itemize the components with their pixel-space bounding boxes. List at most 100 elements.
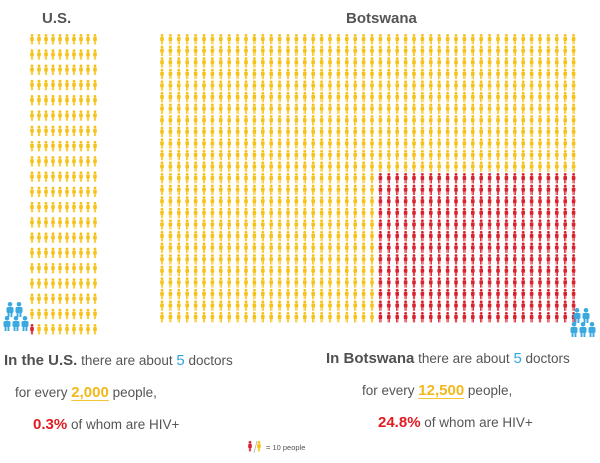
person-icon bbox=[168, 138, 173, 149]
person-icon bbox=[487, 57, 492, 68]
person-icon bbox=[252, 277, 257, 288]
hiv-person-icon bbox=[437, 242, 441, 253]
hiv-person-icon bbox=[504, 184, 509, 195]
person-icon bbox=[370, 45, 374, 56]
person-icon bbox=[529, 34, 534, 45]
person-icon bbox=[319, 219, 324, 230]
hiv-person-icon bbox=[529, 219, 534, 230]
person-icon bbox=[303, 300, 307, 311]
person-icon bbox=[86, 140, 90, 152]
person-icon bbox=[370, 277, 374, 288]
person-icon bbox=[319, 265, 324, 277]
person-icon bbox=[79, 293, 83, 304]
person-icon bbox=[311, 196, 315, 207]
person-icon bbox=[202, 277, 206, 288]
hiv-person-icon bbox=[529, 196, 534, 207]
person-icon bbox=[378, 149, 383, 161]
person-icon bbox=[311, 34, 315, 45]
person-icon bbox=[370, 173, 374, 184]
person-icon bbox=[563, 80, 567, 91]
person-icon bbox=[277, 300, 282, 311]
person-icon bbox=[361, 184, 366, 195]
hiv-person-icon bbox=[563, 277, 567, 288]
person-icon bbox=[370, 138, 374, 149]
person-icon bbox=[72, 324, 76, 335]
person-icon bbox=[37, 64, 41, 75]
person-icon bbox=[571, 57, 576, 68]
person-icon bbox=[244, 80, 248, 91]
person-icon bbox=[277, 80, 282, 91]
person-icon bbox=[387, 34, 391, 45]
hiv-person-icon bbox=[378, 230, 383, 242]
person-icon bbox=[546, 34, 551, 45]
hiv-person-icon bbox=[546, 312, 551, 323]
person-icon bbox=[336, 265, 341, 277]
hiv-person-icon bbox=[538, 288, 542, 300]
person-icon bbox=[185, 80, 189, 91]
person-icon bbox=[210, 126, 215, 138]
hiv-person-icon bbox=[496, 184, 500, 195]
person-icon bbox=[193, 91, 198, 103]
hiv-person-icon bbox=[412, 184, 416, 195]
person-icon bbox=[86, 34, 90, 45]
hiv-person-icon bbox=[513, 277, 517, 288]
person-icon bbox=[471, 126, 475, 138]
hiv-person-icon bbox=[496, 173, 500, 184]
person-icon bbox=[445, 80, 450, 91]
person-icon bbox=[277, 242, 282, 253]
hiv-person-icon bbox=[387, 207, 391, 219]
person-icon bbox=[185, 242, 189, 253]
person-icon bbox=[177, 288, 181, 300]
person-icon bbox=[160, 288, 164, 300]
person-icon bbox=[546, 45, 551, 56]
person-icon bbox=[244, 138, 248, 149]
person-icon bbox=[328, 34, 332, 45]
person-icon bbox=[378, 161, 383, 172]
person-icon bbox=[311, 45, 315, 56]
person-icon bbox=[336, 207, 341, 219]
person-icon bbox=[227, 103, 231, 114]
hiv-person-icon bbox=[445, 265, 450, 277]
person-icon bbox=[311, 230, 315, 242]
hiv-person-icon bbox=[445, 207, 450, 219]
hiv-person-icon bbox=[487, 312, 492, 323]
person-icon bbox=[72, 110, 76, 121]
person-icon bbox=[168, 68, 173, 80]
hiv-person-icon bbox=[521, 230, 525, 242]
person-icon bbox=[353, 173, 357, 184]
hiv-person-icon bbox=[429, 254, 433, 265]
hiv-person-icon bbox=[462, 300, 467, 311]
hiv-person-icon bbox=[538, 230, 542, 242]
person-icon bbox=[193, 242, 198, 253]
person-icon bbox=[219, 300, 223, 311]
person-icon bbox=[44, 232, 48, 243]
person-icon bbox=[72, 125, 76, 136]
person-icon bbox=[319, 288, 324, 300]
hiv-person-icon bbox=[437, 196, 441, 207]
person-icon bbox=[168, 103, 173, 114]
person-icon bbox=[395, 138, 399, 149]
person-icon bbox=[370, 207, 374, 219]
hiv-person-icon bbox=[462, 196, 467, 207]
hiv-person-icon bbox=[487, 254, 492, 265]
person-icon bbox=[353, 68, 357, 80]
person-icon bbox=[79, 217, 83, 228]
person-icon bbox=[353, 34, 357, 45]
person-icon bbox=[445, 149, 450, 161]
person-icon bbox=[160, 230, 164, 242]
person-icon bbox=[235, 265, 240, 277]
person-icon bbox=[454, 161, 458, 172]
person-icon bbox=[177, 80, 181, 91]
person-icon bbox=[353, 126, 357, 138]
person-icon bbox=[538, 68, 542, 80]
person-icon bbox=[328, 207, 332, 219]
person-icon bbox=[160, 277, 164, 288]
person-icon bbox=[412, 91, 416, 103]
person-icon bbox=[252, 161, 257, 172]
hiv-person-icon bbox=[504, 207, 509, 219]
person-icon bbox=[252, 91, 257, 103]
person-icon bbox=[65, 232, 69, 243]
person-icon bbox=[86, 125, 90, 136]
person-icon bbox=[193, 80, 198, 91]
person-icon bbox=[277, 254, 282, 265]
